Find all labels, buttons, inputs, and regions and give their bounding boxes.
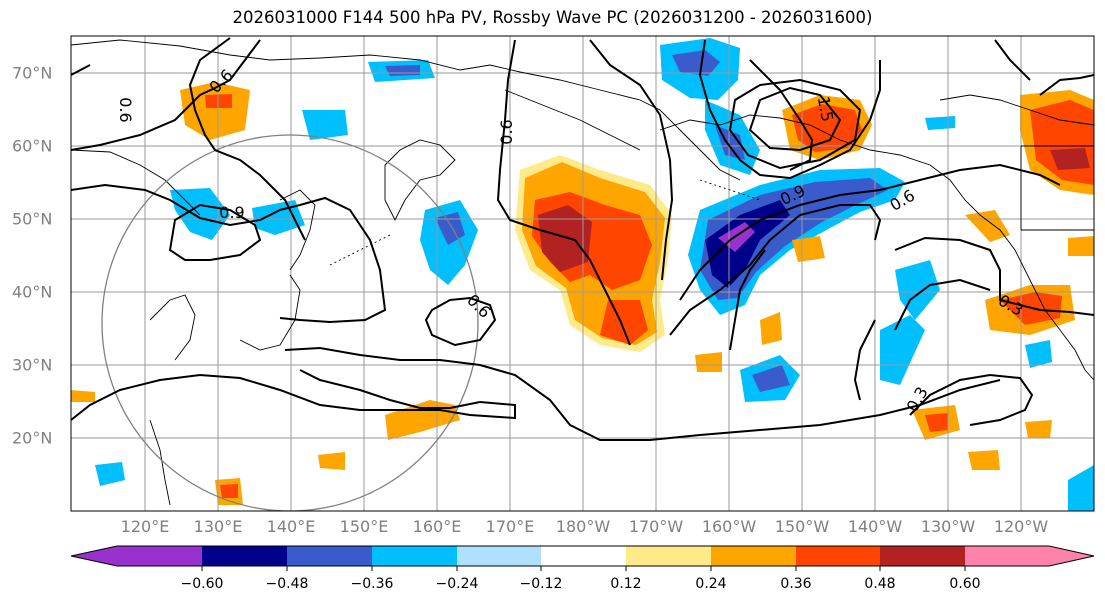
map-title: 2026031000 F144 500 hPa PV, Rossby Wave … [232, 8, 873, 27]
lon-label: 130°W [920, 517, 976, 536]
lat-label: 40°N [12, 282, 53, 302]
positive-anomaly [220, 484, 238, 498]
graticule [71, 36, 1094, 511]
lon-label: 180°W [555, 517, 611, 536]
colorbar-swatch [541, 546, 626, 566]
colorbar-tick-label: 0.12 [610, 576, 642, 592]
lon-label: 150°E [339, 517, 389, 536]
map-frame [70, 35, 1095, 512]
negative-anomaly [752, 365, 790, 392]
colorbar-extend-left [71, 546, 117, 566]
colorbar-swatch [117, 546, 202, 566]
positive-anomaly [965, 210, 1010, 242]
colorbar-swatch [626, 546, 711, 566]
positive-anomaly [792, 236, 825, 262]
colorbar-tick-label: −0.48 [265, 576, 309, 592]
colorbar-outline [70, 545, 1095, 567]
coastlines [71, 39, 1094, 506]
region-circle [101, 134, 479, 511]
colorbar-swatch [372, 546, 457, 566]
lon-label: 170°E [485, 517, 535, 536]
lon-label: 120°W [993, 517, 1049, 536]
positive-anomaly [538, 205, 592, 272]
negative-anomaly [252, 200, 305, 235]
colorbar-tick-label: −0.24 [435, 576, 479, 592]
lon-label: 160°W [701, 517, 757, 536]
colorbar-tick-label: 0.36 [780, 576, 812, 592]
lat-label: 70°N [12, 63, 53, 83]
colorbar-swatch [457, 546, 541, 566]
negative-anomaly [895, 260, 940, 320]
colorbar-extend-right [1049, 546, 1094, 566]
lat-label: 50°N [12, 209, 53, 229]
colorbar-swatch [711, 546, 796, 566]
contour-label: 0.6 [463, 290, 494, 321]
negative-anomaly [705, 200, 790, 288]
contour-label: 0.6 [497, 119, 516, 144]
lon-label: 160°E [412, 517, 462, 536]
colorbar-tick-label: 0.60 [949, 576, 981, 592]
negative-anomaly [880, 315, 925, 385]
colorbar-swatch [202, 546, 287, 566]
positive-anomaly [968, 450, 1000, 470]
negative-anomaly [302, 110, 348, 140]
colorbar-swatch [287, 546, 372, 566]
contour-label: 0.9 [219, 203, 244, 222]
lat-label: 20°N [12, 428, 53, 448]
rossby-contours [71, 37, 1094, 441]
positive-anomaly [318, 452, 345, 470]
positive-anomaly [760, 312, 782, 345]
contour-label: 0.6 [116, 97, 135, 122]
negative-anomaly [170, 188, 230, 240]
colorbar-swatch [880, 546, 965, 566]
positive-anomaly [792, 104, 862, 152]
contour-label: 1.5 [814, 95, 837, 123]
lon-label: 170°W [628, 517, 684, 536]
negative-anomaly [1068, 465, 1094, 511]
lon-label: 140°E [266, 517, 316, 536]
colorbar-swatch [965, 546, 1049, 566]
negative-anomaly [672, 50, 720, 76]
lat-label: 60°N [12, 136, 53, 156]
lon-label: 120°E [120, 517, 170, 536]
negative-anomaly [385, 65, 420, 76]
negative-anomaly [95, 462, 125, 486]
positive-anomaly [695, 352, 722, 372]
negative-anomaly [1025, 340, 1052, 368]
positive-anomaly [925, 413, 948, 432]
positive-anomaly [1068, 236, 1094, 256]
colorbar-tick-label: −0.12 [519, 576, 563, 592]
positive-anomaly [600, 300, 648, 345]
colorbar [70, 545, 1095, 571]
positive-anomaly [1050, 148, 1090, 170]
lon-label: 130°E [193, 517, 243, 536]
colorbar-tick-label: 0.48 [864, 576, 896, 592]
negative-anomaly [700, 178, 888, 300]
negative-anomaly [925, 116, 955, 130]
colorbar-tick-label: −0.36 [350, 576, 394, 592]
colorbar-tick-label: −0.60 [180, 576, 224, 592]
colorbar-swatch [796, 546, 880, 566]
positive-anomaly [71, 390, 95, 402]
positive-anomaly [385, 400, 460, 440]
positive-anomaly [1025, 420, 1052, 438]
lat-label: 30°N [12, 355, 53, 375]
lon-label: 150°W [774, 517, 830, 536]
lon-label: 140°W [847, 517, 903, 536]
colorbar-tick-label: 0.24 [695, 576, 727, 592]
